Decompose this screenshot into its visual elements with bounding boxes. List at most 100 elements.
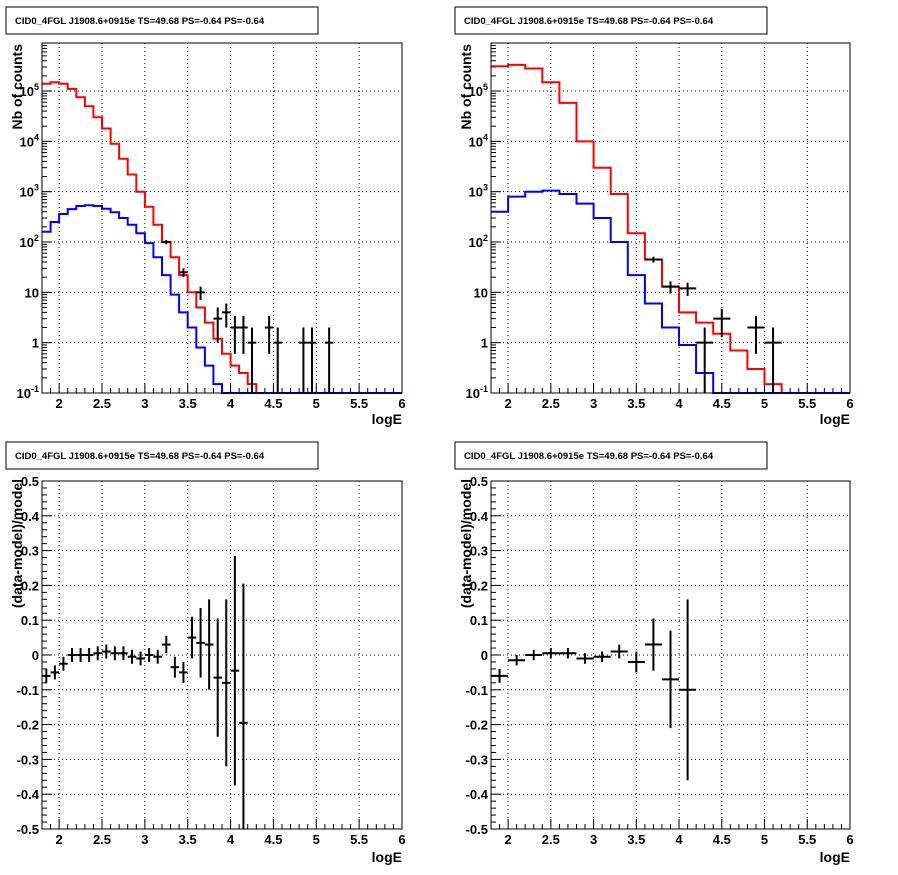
y-tick-label: 104 (20, 132, 39, 149)
plot-frame (490, 42, 851, 394)
histogram-series (42, 204, 402, 394)
data-point (136, 651, 145, 666)
data-point (542, 648, 560, 659)
y-tick-label: 10-1 (17, 384, 39, 401)
data-point (696, 327, 714, 393)
y-tick-label: 0.4 (21, 509, 40, 524)
data-point (593, 651, 611, 662)
data-point (679, 282, 697, 296)
x-tick-label: 3.5 (627, 832, 645, 847)
x-tick-label: 2 (56, 832, 63, 847)
x-tick-label: 4.5 (264, 832, 282, 847)
x-tick-label: 2 (504, 832, 511, 847)
data-point (213, 307, 222, 343)
data-point (525, 649, 543, 661)
y-tick-label: 105 (20, 82, 39, 99)
data-point (747, 315, 765, 354)
data-point (50, 665, 60, 680)
data-point (273, 327, 282, 393)
data-point (93, 646, 102, 661)
x-tick-label: 4 (227, 832, 235, 847)
y-tick-label: 0.5 (21, 474, 39, 489)
data-point (84, 648, 94, 662)
x-tick-label: 6 (398, 832, 405, 847)
x-axis-label: logE (372, 411, 402, 427)
x-tick-label: 3 (141, 396, 148, 411)
data-point (222, 303, 231, 328)
chart-title: CID0_4FGL J1908.6+0915e TS=49.68 PS=-0.6… (464, 451, 714, 462)
y-tick-label: -0.3 (17, 752, 39, 767)
data-point (576, 653, 594, 664)
y-tick-label: 0.1 (470, 613, 488, 628)
x-tick-label: 5.5 (350, 832, 368, 847)
x-tick-label: 2.5 (93, 832, 111, 847)
x-tick-label: 2 (504, 396, 511, 411)
data-point (239, 583, 248, 829)
data-point (644, 618, 662, 671)
title-box (5, 6, 319, 35)
data-point (213, 618, 222, 737)
data-point (247, 327, 257, 393)
title-box (5, 441, 319, 470)
x-tick-label: 4.5 (264, 396, 282, 411)
x-tick-label: 5.5 (798, 832, 816, 847)
x-tick-label: 5 (761, 396, 768, 411)
x-axis-label: logE (372, 849, 402, 865)
y-tick-label: 0.3 (470, 544, 488, 559)
data-point (559, 648, 577, 659)
x-tick-label: 3 (141, 832, 148, 847)
y-tick-label: 104 (469, 132, 488, 149)
data-point (196, 286, 205, 301)
y-tick-label: -0.4 (466, 787, 489, 802)
data-point (196, 608, 205, 678)
data-point (170, 656, 180, 678)
data-point (713, 308, 731, 337)
data-point (491, 668, 509, 683)
y-tick-label: 0.2 (21, 578, 39, 593)
data-point (239, 315, 248, 354)
y-tick-label: 1 (481, 336, 488, 351)
plot-frame (490, 480, 851, 830)
y-tick-label: 0.5 (470, 474, 488, 489)
data-point (162, 239, 171, 245)
data-point (67, 648, 77, 662)
x-tick-label: 2.5 (93, 396, 111, 411)
y-axis-label: Nb of counts (9, 44, 25, 130)
data-point (610, 644, 628, 659)
y-tick-label: 102 (469, 233, 488, 250)
x-tick-label: 3.5 (179, 396, 197, 411)
x-tick-label: 3 (590, 832, 597, 847)
y-axis-label: (data-model)/model (458, 479, 474, 608)
plot-frame (41, 480, 403, 830)
y-tick-label: -0.3 (466, 752, 488, 767)
y-tick-label: -0.5 (17, 822, 39, 837)
data-point (119, 646, 128, 661)
panel-bottom-right: CID0_4FGL J1908.6+0915e TS=49.68 PS=-0.6… (454, 441, 854, 865)
x-tick-label: 5 (313, 396, 320, 411)
chart-title: CID0_4FGL J1908.6+0915e TS=49.68 PS=-0.6… (15, 16, 265, 27)
x-tick-label: 5.5 (798, 396, 816, 411)
title-box (454, 6, 768, 35)
y-tick-label: 10 (25, 285, 39, 300)
data-point (204, 599, 214, 690)
data-point (42, 668, 51, 683)
y-tick-label: 103 (20, 183, 39, 200)
y-tick-label: 1 (32, 336, 39, 351)
x-tick-label: 5 (761, 832, 768, 847)
data-point (162, 635, 171, 654)
y-tick-label: 0 (32, 648, 39, 663)
y-tick-label: -0.1 (466, 683, 488, 698)
y-axis-label: Nb of counts (458, 44, 474, 130)
y-tick-label: 0.3 (21, 544, 39, 559)
data-point (76, 648, 85, 662)
plot-frame (41, 42, 403, 394)
y-tick-label: -0.4 (17, 787, 40, 802)
y-tick-label: 10-1 (466, 384, 488, 401)
data-point (230, 555, 240, 786)
y-tick-label: -0.2 (17, 718, 39, 733)
histogram-series (42, 81, 402, 394)
x-tick-label: 2 (56, 396, 63, 411)
data-point (59, 656, 68, 671)
data-point (179, 268, 188, 278)
